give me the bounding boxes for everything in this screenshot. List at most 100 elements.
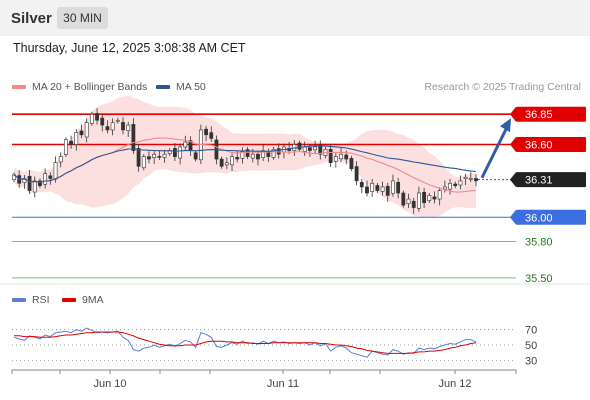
candle-body — [162, 153, 167, 158]
candle-body — [427, 195, 432, 201]
price-label-36.85: 36.85 — [525, 109, 553, 121]
candle-body — [406, 198, 411, 204]
candle-body — [74, 132, 79, 145]
candle-body — [136, 148, 141, 167]
price-label-pointer-36.31 — [510, 172, 516, 188]
candle-body — [43, 173, 48, 185]
rsi-level-label-30: 30 — [525, 355, 537, 367]
candle-body — [183, 141, 188, 148]
price-label-36.31: 36.31 — [525, 175, 553, 187]
price-label-box-36.31 — [516, 172, 586, 188]
candle-body — [58, 156, 63, 163]
ma50-line — [13, 145, 477, 183]
candle-body — [411, 200, 416, 208]
moving-averages — [13, 137, 477, 193]
candle-body — [193, 152, 198, 160]
legend-9ma-swatch — [62, 298, 76, 302]
rsi-9ma-line — [14, 331, 477, 354]
candle-body — [333, 156, 338, 162]
candle-body — [261, 150, 266, 158]
price-label-pointer-36.00 — [510, 209, 516, 225]
price-label-pointer-36.85 — [510, 106, 516, 122]
legend-ma50-swatch — [156, 85, 170, 89]
legend-ma20-bollinger: MA 20 + Bollinger Bands — [12, 81, 147, 93]
candle-body — [32, 180, 37, 193]
candle-body — [385, 185, 390, 196]
candle-body — [354, 166, 359, 182]
candle-body — [152, 153, 157, 158]
candle-body — [79, 130, 84, 136]
candle-body — [204, 128, 208, 136]
research-credit: Research © 2025 Trading Central — [424, 81, 581, 93]
candle-body — [266, 152, 271, 157]
candle-body — [328, 149, 333, 163]
candle-body — [391, 180, 395, 194]
candle-body — [53, 162, 58, 180]
legend-ma20-label: MA 20 + Bollinger Bands — [32, 81, 148, 93]
rsi-panel: 70 50 30 — [12, 325, 537, 367]
candle-body — [126, 124, 131, 131]
candle-body — [115, 119, 120, 122]
legend-rsi-swatch — [12, 298, 26, 302]
candle-body — [422, 191, 426, 204]
price-label-box-36.00 — [516, 209, 586, 225]
legend-9ma: 9MA — [62, 294, 104, 306]
candle-body — [416, 192, 421, 209]
price-label-35.50: 35.50 — [525, 273, 553, 285]
candle-body — [458, 180, 463, 186]
candle-body — [365, 186, 369, 194]
candle-body — [147, 156, 151, 160]
price-label-36.00: 36.00 — [525, 212, 553, 224]
candle-body — [313, 146, 317, 151]
x-axis-label-jun-10: Jun 10 — [93, 378, 126, 390]
candle-body — [84, 122, 89, 138]
price-labels: 36.85 36.60 36.31 36.00 35.80 35.50 — [510, 106, 586, 285]
candle-body — [178, 146, 183, 159]
candle-body — [401, 192, 406, 206]
legend-rsi: RSI — [12, 294, 50, 306]
candle-body — [224, 162, 229, 166]
candle-body — [468, 178, 473, 180]
candle-body — [209, 132, 214, 139]
candle-body — [307, 147, 312, 151]
x-axis-labels: Jun 10 Jun 11 Jun 12 — [11, 370, 517, 390]
legend-rsi-label: RSI — [32, 294, 50, 306]
candle-body — [230, 156, 234, 166]
forecast-arrow-head — [500, 118, 511, 133]
candle-body — [256, 153, 260, 160]
price-label-35.80: 35.80 — [525, 237, 553, 249]
x-axis-label-jun-11: Jun 11 — [267, 378, 299, 390]
candle-body — [432, 196, 437, 200]
candle-body — [95, 113, 99, 121]
candle-body — [38, 180, 42, 187]
candle-body — [318, 144, 323, 155]
candle-body — [349, 158, 354, 170]
legend-ma20-swatch — [12, 85, 26, 89]
candle-body — [344, 154, 349, 160]
candle-body — [89, 113, 94, 124]
timeframe-badge[interactable]: 30 MIN — [57, 7, 108, 29]
rsi-level-label-70: 70 — [525, 325, 537, 337]
candle-body — [69, 140, 74, 145]
candle-body — [302, 146, 307, 152]
candle-body — [219, 158, 224, 167]
legend-ma50: MA 50 — [156, 81, 206, 93]
candle-body — [131, 124, 136, 151]
candle-body — [245, 149, 250, 157]
forecast-arrow — [480, 118, 511, 179]
candle-body — [396, 182, 401, 194]
candle-body — [173, 148, 177, 157]
rsi-level-label-50: 50 — [525, 340, 537, 352]
candle-body — [463, 176, 468, 179]
symbol-title: Silver — [11, 10, 52, 27]
candle-body — [100, 117, 105, 126]
price-label-36.60: 36.60 — [525, 140, 553, 152]
candle-body — [48, 175, 53, 179]
price-label-box-36.60 — [516, 137, 586, 152]
candle-body — [27, 175, 32, 191]
candle-body — [370, 183, 375, 192]
legend-9ma-label: 9MA — [82, 294, 104, 306]
candle-body — [442, 186, 447, 190]
candle-body — [250, 153, 255, 159]
